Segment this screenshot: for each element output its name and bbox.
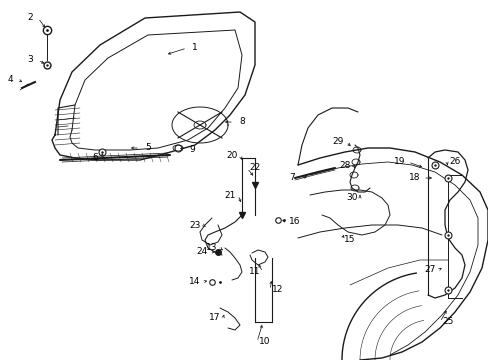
- Text: 9: 9: [189, 145, 195, 154]
- Text: 12: 12: [272, 285, 283, 294]
- Text: 22: 22: [249, 163, 260, 172]
- Text: 8: 8: [239, 117, 244, 126]
- Text: 26: 26: [448, 158, 460, 166]
- Text: 18: 18: [408, 174, 420, 183]
- Text: 6: 6: [92, 153, 98, 162]
- Text: 14: 14: [189, 278, 200, 287]
- Text: 24: 24: [196, 248, 207, 256]
- Text: 27: 27: [424, 266, 435, 274]
- Text: 30: 30: [346, 194, 357, 202]
- Text: 15: 15: [344, 235, 355, 244]
- Text: 3: 3: [27, 55, 33, 64]
- Text: 19: 19: [393, 158, 405, 166]
- Text: 13: 13: [206, 243, 217, 252]
- Text: 11: 11: [249, 267, 260, 276]
- Text: 5: 5: [145, 144, 151, 153]
- Text: 10: 10: [259, 338, 270, 346]
- Text: 20: 20: [226, 150, 237, 159]
- Text: 1: 1: [192, 44, 198, 53]
- Text: 21: 21: [224, 190, 235, 199]
- Text: 17: 17: [209, 314, 220, 323]
- Text: 4: 4: [7, 76, 13, 85]
- Text: 29: 29: [332, 138, 343, 147]
- Text: 7: 7: [288, 174, 294, 183]
- Text: 25: 25: [442, 318, 453, 327]
- Text: 23: 23: [189, 220, 200, 230]
- Text: 16: 16: [289, 217, 300, 226]
- Text: 2: 2: [27, 13, 33, 22]
- Text: 28: 28: [339, 161, 350, 170]
